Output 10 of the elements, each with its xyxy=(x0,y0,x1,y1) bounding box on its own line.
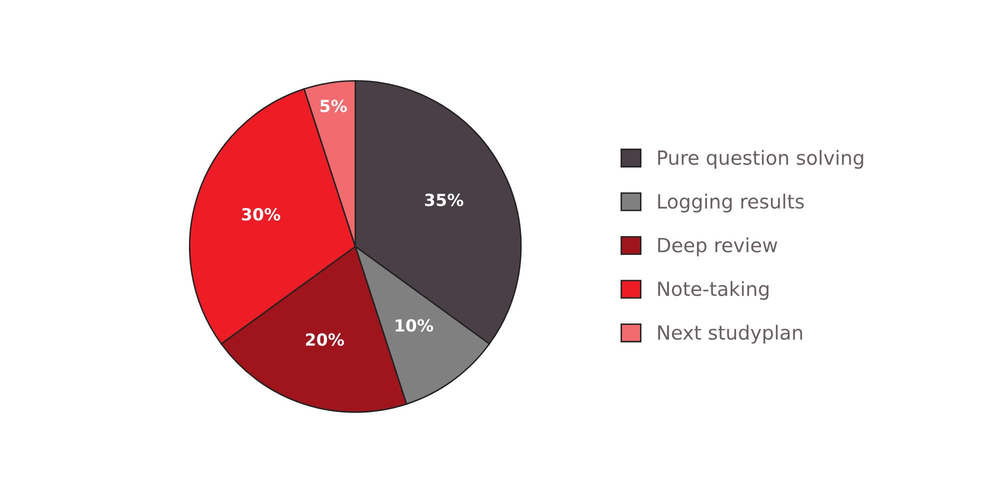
data-label: 5% xyxy=(320,100,347,112)
legend-label: Next studyplan xyxy=(658,324,802,344)
legend-label: Note-taking xyxy=(658,281,768,300)
legend-label: Deep review xyxy=(658,237,778,256)
data-label: 20% xyxy=(306,333,344,346)
legend-label: Pure question solving xyxy=(658,150,864,169)
data-label: 10% xyxy=(396,319,434,332)
data-label: 35% xyxy=(425,194,464,206)
data-label: 30% xyxy=(242,208,280,221)
legend-label: Logging results xyxy=(658,194,804,212)
